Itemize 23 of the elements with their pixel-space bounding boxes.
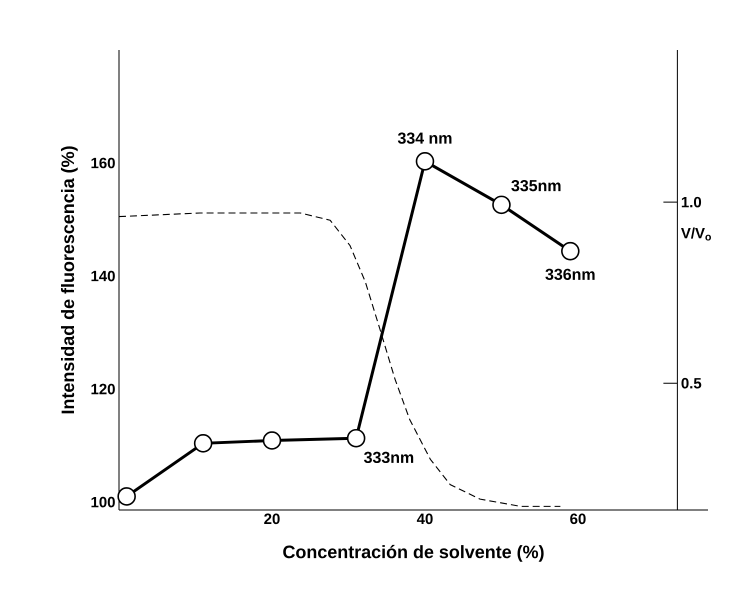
point [194, 434, 212, 453]
y-axis-title: Intensidad de fluorescencia (%) [60, 146, 78, 414]
y2-tick-label: 0.5 [682, 378, 702, 389]
point [492, 196, 511, 214]
annotation: 336nm [545, 268, 595, 280]
x-axis-title: Concentración de solvente (%) [283, 544, 544, 562]
y-tick-label: 140 [91, 270, 115, 282]
annotation: 333nm [364, 452, 414, 464]
x-tick-label: 40 [416, 514, 433, 524]
point [346, 428, 366, 448]
x-tick-label: 60 [570, 514, 586, 524]
x-tick-label: 20 [264, 514, 280, 524]
point [416, 152, 434, 171]
y-tick-label: 160 [91, 158, 115, 168]
annotation: 334 nm [398, 132, 452, 144]
annotation: 335nm [511, 180, 560, 192]
y-tick-label: 120 [91, 384, 115, 394]
y2-tick-label: 1.0 [682, 196, 702, 208]
y2-axis-title: V/V$_{o}$ [681, 227, 711, 241]
y-tick-label: 100 [91, 496, 115, 508]
point [262, 431, 282, 450]
point [117, 487, 136, 506]
point [561, 242, 580, 260]
